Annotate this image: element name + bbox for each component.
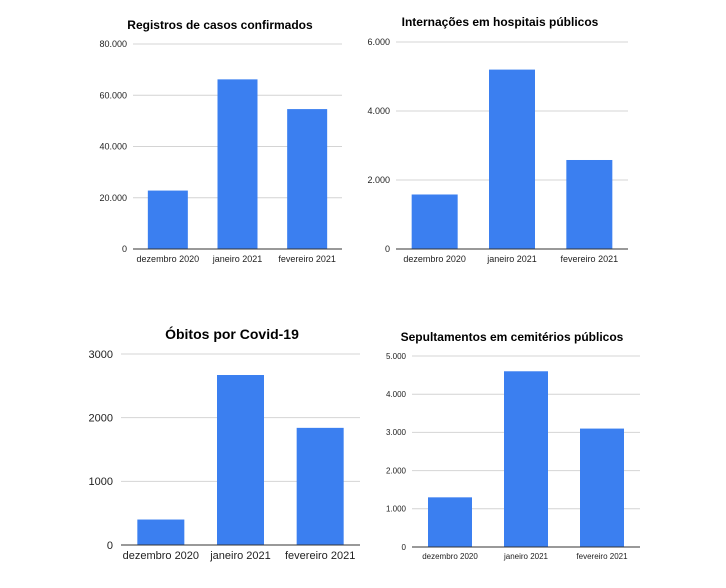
y-tick-label: 1000 bbox=[89, 476, 113, 488]
bar-3 bbox=[580, 428, 624, 547]
y-tick-label: 0 bbox=[122, 244, 127, 254]
y-tick-label: 4.000 bbox=[386, 390, 407, 399]
y-tick-label: 3.000 bbox=[386, 428, 407, 437]
chart-title: Internações em hospitais públicos bbox=[402, 15, 599, 29]
x-tick-label: fevereiro 2021 bbox=[561, 254, 619, 264]
x-tick-label: janeiro 2021 bbox=[486, 254, 537, 264]
x-tick-label: janeiro 2021 bbox=[503, 552, 549, 561]
x-tick-label: fevereiro 2021 bbox=[278, 254, 336, 264]
bar-2 bbox=[489, 69, 535, 249]
chart-title: Registros de casos confirmados bbox=[127, 18, 313, 32]
y-tick-label: 2.000 bbox=[367, 175, 390, 185]
y-tick-label: 4.000 bbox=[367, 106, 390, 116]
chart-title: Óbitos por Covid-19 bbox=[165, 325, 299, 342]
bar-3 bbox=[287, 109, 328, 250]
y-tick-label: 20.000 bbox=[99, 193, 127, 203]
x-tick-label: fevereiro 2021 bbox=[285, 550, 355, 562]
bar-3 bbox=[296, 427, 344, 545]
y-tick-label: 0 bbox=[107, 540, 113, 552]
x-tick-label: dezembro 2020 bbox=[123, 550, 199, 562]
x-tick-label: fevereiro 2021 bbox=[576, 552, 628, 561]
y-tick-label: 0 bbox=[385, 244, 390, 254]
bar-1 bbox=[137, 519, 185, 545]
y-tick-label: 80.000 bbox=[99, 39, 127, 49]
x-tick-label: dezembro 2020 bbox=[403, 254, 466, 264]
bar-3 bbox=[566, 159, 613, 249]
bar-1 bbox=[411, 194, 458, 249]
x-tick-label: janeiro 2021 bbox=[209, 550, 271, 562]
y-tick-label: 3000 bbox=[89, 349, 113, 361]
y-tick-label: 2000 bbox=[89, 413, 113, 425]
chart-2: Internações em hospitais públicos 0 2.000 4… bbox=[367, 15, 628, 264]
chart-title: Sepultamentos em cemitérios públicos bbox=[401, 330, 624, 344]
chart-1: Registros de casos confirmados 0 20.000 40.… bbox=[99, 18, 342, 264]
x-tick-label: janeiro 2021 bbox=[212, 254, 263, 264]
y-tick-label: 40.000 bbox=[99, 142, 127, 152]
x-tick-label: dezembro 2020 bbox=[137, 254, 200, 264]
y-tick-label: 5.000 bbox=[386, 352, 407, 361]
x-tick-label: dezembro 2020 bbox=[422, 552, 478, 561]
y-tick-label: 0 bbox=[402, 543, 407, 552]
y-tick-label: 1.000 bbox=[386, 505, 407, 514]
y-tick-label: 60.000 bbox=[99, 90, 127, 100]
bar-1 bbox=[428, 497, 472, 547]
bar-2 bbox=[217, 79, 258, 249]
chart-3: Óbitos por Covid-19 0 1000 2000 3000 dezembro… bbox=[89, 325, 360, 562]
bar-1 bbox=[147, 190, 188, 249]
bar-2 bbox=[504, 371, 548, 547]
y-tick-label: 6.000 bbox=[367, 37, 390, 47]
chart-4: Sepultamentos em cemitérios públicos 0 1.0… bbox=[386, 330, 640, 561]
bar-2 bbox=[217, 375, 264, 545]
y-tick-label: 2.000 bbox=[386, 466, 407, 475]
